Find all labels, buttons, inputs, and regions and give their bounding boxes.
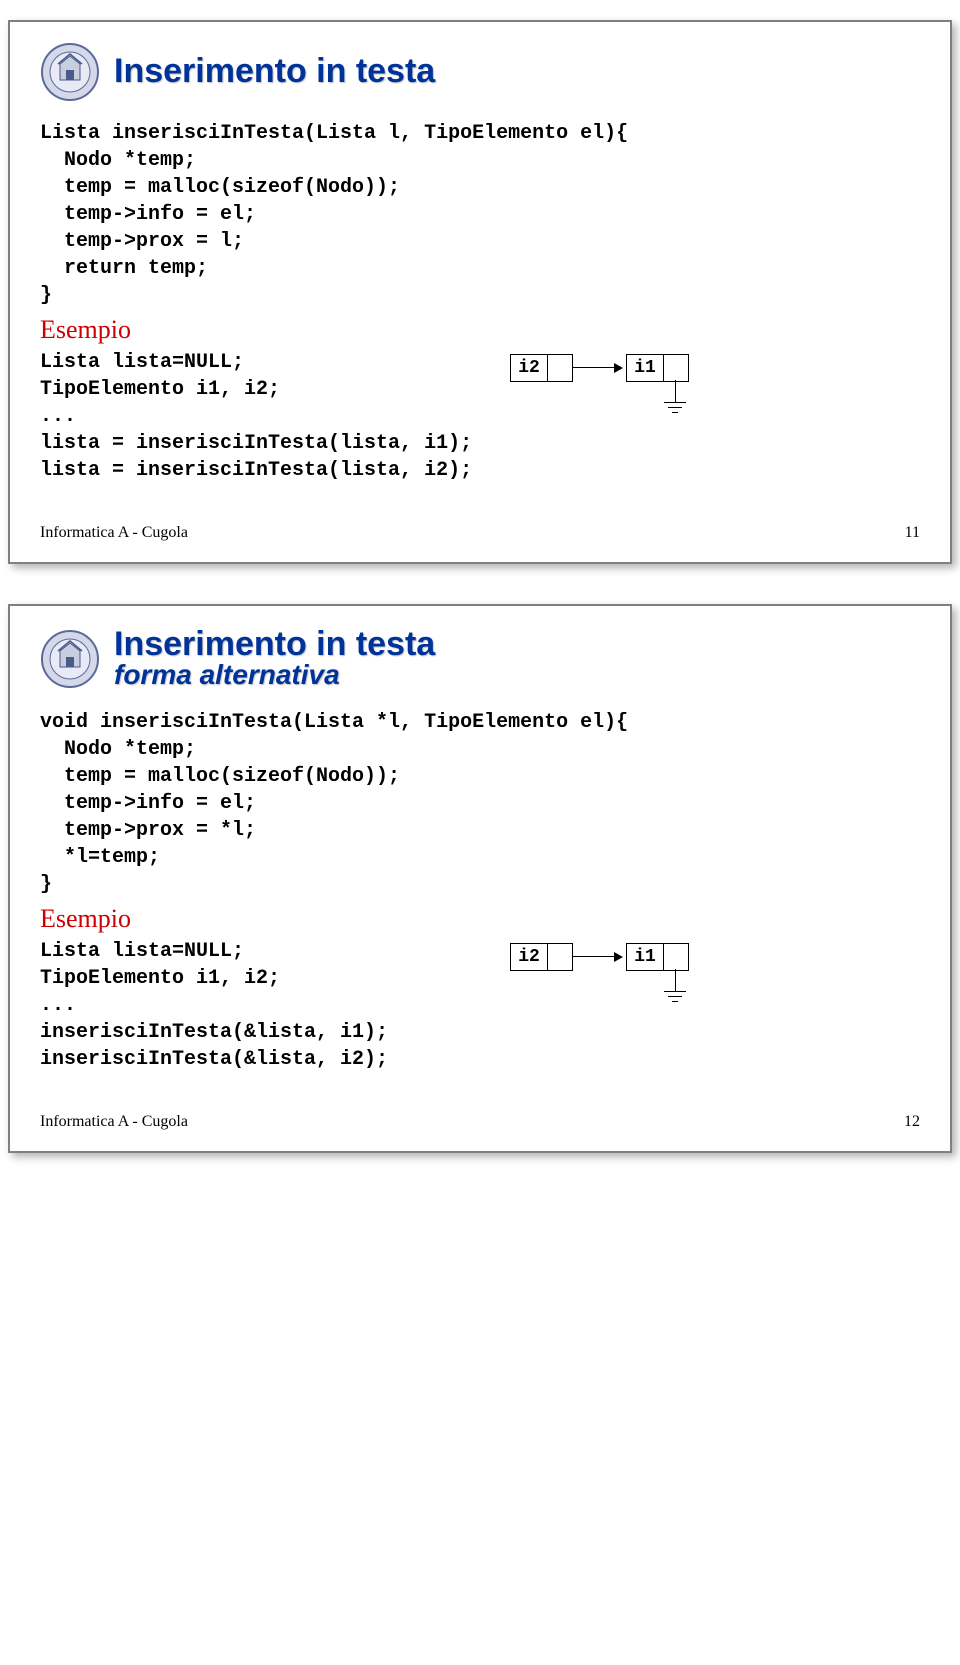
- node-info-cell: i2: [511, 944, 548, 970]
- footer-page-number: 11: [905, 524, 920, 542]
- list-node: i1: [626, 354, 689, 382]
- slide-footer: Informatica A - Cugola 12: [40, 1113, 920, 1131]
- node-info-cell: i1: [627, 944, 664, 970]
- slide-footer: Informatica A - Cugola 11: [40, 524, 920, 542]
- node-pointer-cell: [664, 944, 688, 970]
- slide-1: Inserimento in testa Lista inserisciInTe…: [8, 20, 952, 564]
- arrow-head-icon: [614, 363, 623, 373]
- footer-page-number: 12: [904, 1113, 920, 1131]
- slide-2: Inserimento in testa forma alternativa v…: [8, 604, 952, 1153]
- footer-course-label: Informatica A - Cugola: [40, 524, 188, 542]
- node-pointer-cell: [664, 355, 688, 381]
- slide-header: Inserimento in testa forma alternativa: [40, 626, 920, 691]
- example-heading: Esempio: [40, 315, 920, 345]
- slide-content: Lista inserisciInTesta(Lista l, TipoElem…: [40, 120, 920, 484]
- null-pointer-line: [675, 380, 676, 402]
- pointer-arrow: [572, 956, 616, 957]
- code-block-function: Lista inserisciInTesta(Lista l, TipoElem…: [40, 120, 920, 309]
- slide-title: Inserimento in testa: [114, 53, 435, 90]
- linked-list-diagram: i2 i1: [510, 943, 830, 1023]
- example-heading: Esempio: [40, 904, 920, 934]
- list-node: i2: [510, 943, 573, 971]
- slide-title: Inserimento in testa: [114, 626, 435, 663]
- linked-list-diagram: i2 i1: [510, 354, 830, 434]
- slide-subtitle: forma alternativa: [114, 659, 435, 691]
- university-seal-logo: [40, 42, 100, 102]
- code-block-function: void inserisciInTesta(Lista *l, TipoElem…: [40, 709, 920, 898]
- list-node: i2: [510, 354, 573, 382]
- university-seal-logo: [40, 629, 100, 689]
- node-pointer-cell: [548, 355, 572, 381]
- slide-header: Inserimento in testa: [40, 42, 920, 102]
- arrow-head-icon: [614, 952, 623, 962]
- pointer-arrow: [572, 367, 616, 368]
- slide-content: void inserisciInTesta(Lista *l, TipoElem…: [40, 709, 920, 1073]
- node-pointer-cell: [548, 944, 572, 970]
- node-info-cell: i1: [627, 355, 664, 381]
- footer-course-label: Informatica A - Cugola: [40, 1113, 188, 1131]
- list-node: i1: [626, 943, 689, 971]
- node-info-cell: i2: [511, 355, 548, 381]
- null-pointer-line: [675, 969, 676, 991]
